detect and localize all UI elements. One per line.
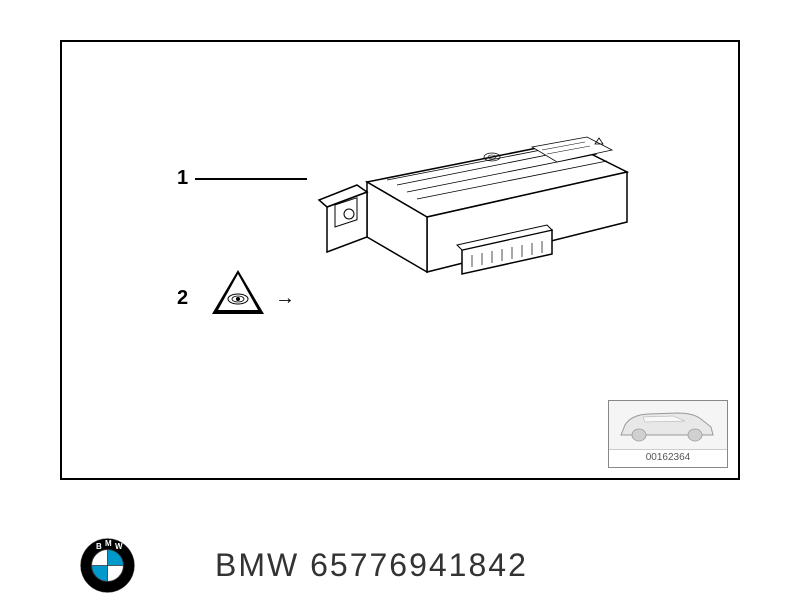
control-module-illustration	[307, 122, 647, 327]
bmw-logo-icon: B M W	[80, 538, 135, 593]
reference-number: 00162364	[609, 449, 727, 463]
vehicle-silhouette	[609, 401, 727, 449]
warning-triangle-icon	[224, 290, 252, 308]
svg-text:B: B	[96, 542, 102, 551]
diagram-frame: 1 2 →	[60, 40, 740, 480]
footer-bar: B M W BMW 65776941842	[0, 530, 800, 600]
callout-line-1	[195, 178, 307, 180]
vehicle-thumbnail: 00162364	[608, 400, 728, 468]
callout-arrow-2: →	[275, 287, 295, 310]
footer-brand: BMW	[215, 547, 299, 583]
footer-part-number: 65776941842	[310, 547, 528, 583]
svg-text:W: W	[115, 542, 123, 551]
svg-text:M: M	[105, 539, 112, 548]
footer-part-label: BMW 65776941842	[215, 547, 528, 584]
callout-number-2: 2	[177, 287, 188, 310]
callout-number-1: 1	[177, 167, 188, 190]
